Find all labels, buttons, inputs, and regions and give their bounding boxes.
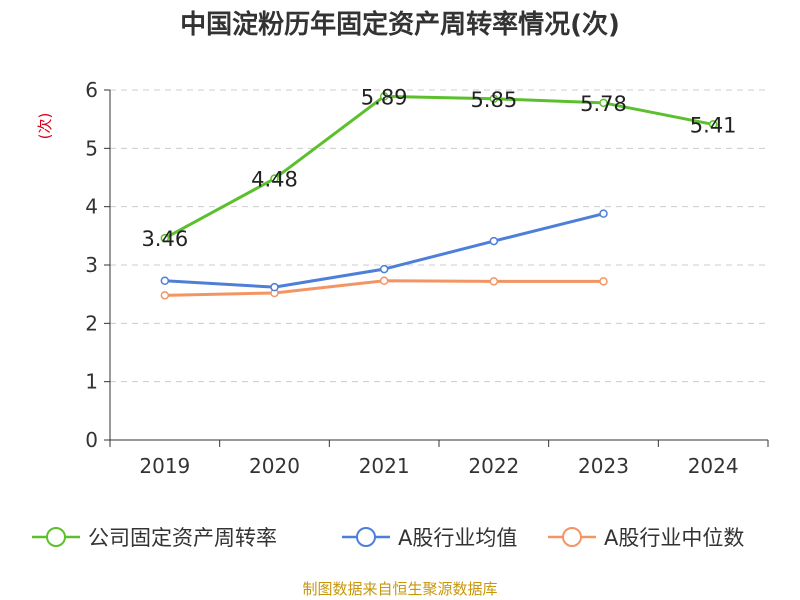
- data-point: [489, 277, 499, 286]
- x-tick-label: 2020: [249, 454, 300, 478]
- legend-label: A股行业均值: [398, 526, 517, 550]
- legend-label: 公司固定资产周转率: [88, 526, 277, 550]
- y-tick-label: 3: [85, 253, 98, 277]
- y-tick-label: 6: [85, 78, 98, 102]
- data-point: [160, 291, 170, 300]
- y-tick-label: 1: [85, 370, 98, 394]
- data-point: [489, 236, 499, 246]
- y-tick-label: 2: [85, 311, 98, 335]
- data-label: 5.41: [690, 113, 737, 137]
- legend-marker: [562, 527, 582, 547]
- data-point: [489, 94, 499, 103]
- y-tick-label: 4: [85, 195, 98, 219]
- series-line: [164, 212, 604, 289]
- data-source-note: 制图数据来自恒生聚源数据库: [302, 580, 497, 598]
- data-label: 5.85: [470, 88, 517, 112]
- data-point: [160, 276, 170, 285]
- data-point: [599, 209, 608, 218]
- data-label: 4.48: [251, 168, 298, 192]
- legend-label: A股行业中位数: [604, 526, 744, 550]
- data-label: 5.78: [580, 92, 627, 116]
- data-point: [270, 282, 279, 292]
- data-label: 3.46: [141, 227, 188, 251]
- x-tick-label: 2024: [688, 454, 739, 478]
- chart-title: 中国淀粉历年固定资产周转率情况(次): [180, 9, 620, 40]
- x-tick-label: 2023: [578, 454, 629, 478]
- axes: 0 1 2 3 4 5 6 2019 2020 2021 2022 2023 2024: [85, 78, 769, 478]
- data-point: [379, 264, 389, 274]
- x-tick-label: 2021: [359, 454, 410, 478]
- x-tick-label: 2019: [139, 454, 190, 478]
- series-lines: [160, 92, 718, 300]
- y-axis-label: (次): [36, 113, 54, 140]
- data-point: [379, 92, 389, 101]
- y-tick-label: 0: [85, 428, 98, 452]
- data-point: [599, 277, 608, 286]
- grid-lines: [110, 89, 768, 383]
- x-tick-label: 2022: [468, 454, 519, 478]
- data-labels: 3.46 4.48 5.89 5.85 5.78 5.41: [141, 85, 736, 251]
- data-label: 5.89: [361, 85, 408, 109]
- legend-marker: [356, 527, 376, 547]
- legend-marker: [46, 527, 66, 547]
- data-point: [379, 276, 389, 285]
- legend: 公司固定资产周转率 A股行业均值 A股行业中位数: [32, 526, 744, 550]
- y-tick-label: 5: [85, 136, 98, 160]
- data-point: [708, 120, 718, 129]
- series-line: [164, 94, 714, 240]
- data-point: [270, 174, 279, 183]
- data-point: [599, 98, 608, 108]
- data-point: [160, 233, 170, 243]
